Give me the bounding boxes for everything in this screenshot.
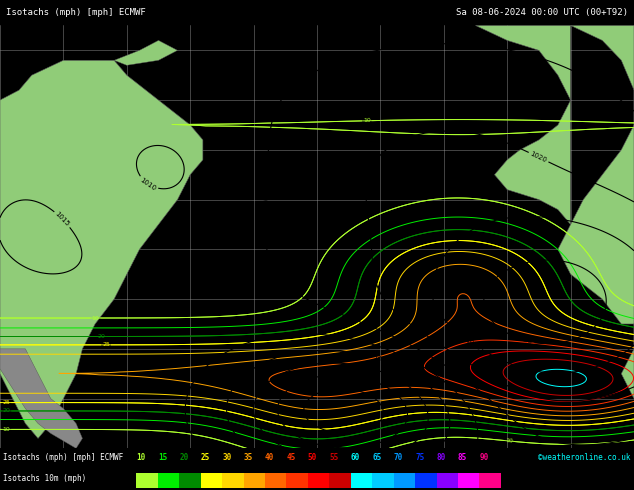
Bar: [479, 473, 501, 488]
Text: 10: 10: [91, 316, 100, 320]
Text: 1030: 1030: [514, 335, 533, 345]
Bar: [243, 473, 265, 488]
Text: 10: 10: [505, 438, 513, 444]
Text: 25: 25: [3, 400, 10, 405]
Bar: [136, 473, 158, 488]
Bar: [308, 473, 329, 488]
Bar: [415, 473, 437, 488]
Polygon shape: [558, 25, 634, 398]
Bar: [265, 473, 287, 488]
Text: 990: 990: [337, 430, 351, 437]
Bar: [394, 473, 415, 488]
Text: 45: 45: [287, 453, 295, 462]
Text: 1015: 1015: [263, 189, 269, 207]
Text: Sa 08-06-2024 00:00 UTC (00+T92): Sa 08-06-2024 00:00 UTC (00+T92): [456, 8, 628, 17]
Text: 1010: 1010: [396, 350, 415, 364]
Bar: [437, 473, 458, 488]
Text: 20: 20: [179, 453, 188, 462]
Text: 75: 75: [415, 453, 424, 462]
Bar: [329, 473, 351, 488]
Text: 30: 30: [222, 453, 231, 462]
Polygon shape: [476, 25, 571, 224]
Polygon shape: [0, 60, 203, 439]
Bar: [351, 473, 372, 488]
Text: 65: 65: [372, 453, 382, 462]
Text: 1015: 1015: [54, 211, 71, 228]
Text: 80: 80: [437, 453, 446, 462]
Text: Isotachs 10m (mph): Isotachs 10m (mph): [3, 474, 86, 483]
Bar: [200, 473, 222, 488]
Text: 35: 35: [243, 453, 253, 462]
Text: Isotachs (mph) [mph] ECMWF: Isotachs (mph) [mph] ECMWF: [6, 8, 146, 17]
Polygon shape: [114, 40, 178, 65]
Text: 10: 10: [3, 427, 10, 432]
Text: 1025: 1025: [464, 336, 482, 351]
Text: 1005: 1005: [372, 354, 391, 366]
Text: 15: 15: [158, 453, 167, 462]
Text: 85: 85: [458, 453, 467, 462]
Bar: [222, 473, 243, 488]
Text: 10: 10: [136, 453, 146, 462]
Text: 995: 995: [359, 374, 374, 384]
Text: 20: 20: [3, 409, 10, 414]
Bar: [179, 473, 200, 488]
Bar: [287, 473, 308, 488]
Text: 90: 90: [479, 453, 489, 462]
Text: 1010: 1010: [139, 176, 157, 192]
Bar: [458, 473, 479, 488]
Text: 70: 70: [394, 453, 403, 462]
Text: ©weatheronline.co.uk: ©weatheronline.co.uk: [538, 453, 631, 462]
Text: 50: 50: [308, 453, 317, 462]
Text: Isotachs (mph) [mph] ECMWF: Isotachs (mph) [mph] ECMWF: [3, 453, 124, 462]
Text: 1020: 1020: [529, 150, 548, 164]
Text: 40: 40: [265, 453, 275, 462]
Bar: [158, 473, 179, 488]
Text: 60: 60: [351, 453, 360, 462]
Text: 25: 25: [102, 343, 110, 347]
Polygon shape: [0, 349, 82, 448]
Text: 20: 20: [98, 334, 106, 339]
Text: 55: 55: [329, 453, 339, 462]
Text: 1000: 1000: [385, 371, 404, 385]
Bar: [372, 473, 394, 488]
Text: 10: 10: [363, 118, 371, 123]
Text: 25: 25: [200, 453, 210, 462]
